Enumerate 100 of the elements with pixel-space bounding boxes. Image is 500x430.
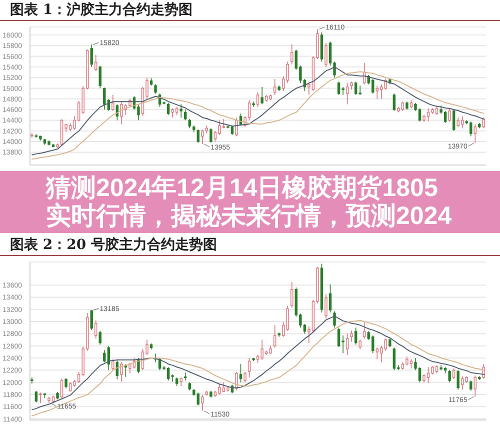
candlestick <box>392 93 396 112</box>
candlestick <box>333 310 336 328</box>
candlestick <box>196 392 200 406</box>
candlestick <box>444 110 447 124</box>
candlestick <box>274 78 276 96</box>
candlestick <box>60 378 64 399</box>
candlestick <box>350 330 353 342</box>
candlestick <box>474 124 477 144</box>
candlestick <box>34 390 38 403</box>
candlestick <box>137 358 140 374</box>
candlestick <box>94 320 98 339</box>
candlestick <box>320 32 324 62</box>
candlestick <box>154 84 157 94</box>
candlestick <box>286 61 289 84</box>
candlestick <box>384 338 388 352</box>
candlestick <box>324 294 328 319</box>
candlestick <box>235 372 238 391</box>
candlestick <box>282 76 285 92</box>
candlestick <box>282 322 285 338</box>
candlestick <box>376 85 378 100</box>
candlestick <box>410 358 413 369</box>
candlestick <box>188 118 191 129</box>
candlestick <box>461 116 464 129</box>
candlestick <box>286 305 289 332</box>
chart-title: 图表 2：20 号胶主力合约走势图 <box>0 235 500 256</box>
candlestick <box>470 380 472 392</box>
candlestick <box>103 87 106 110</box>
candlestick <box>392 347 396 371</box>
candlestick <box>380 84 383 100</box>
candlestick <box>30 377 34 384</box>
candlestick <box>290 282 294 308</box>
candlestick <box>235 117 238 137</box>
candlestick <box>248 358 251 378</box>
candlestick <box>60 118 64 146</box>
candlestick <box>372 78 374 94</box>
candlestick <box>184 372 187 381</box>
candlestick <box>376 347 378 360</box>
candlestick <box>166 366 170 381</box>
candlestick <box>260 339 264 360</box>
candlestick <box>112 358 114 371</box>
candlestick <box>252 101 255 108</box>
candlestick <box>120 362 123 382</box>
candlestick <box>363 322 366 339</box>
candlestick <box>342 86 344 96</box>
candlestick <box>103 350 106 363</box>
candlestick <box>210 128 212 144</box>
chart-title: 图表 1：沪胶主力合约走势图 <box>0 0 500 21</box>
candlestick <box>180 104 182 118</box>
candlestick <box>218 383 221 395</box>
candlestick <box>64 378 68 389</box>
candlestick <box>94 54 98 72</box>
candlestick <box>328 284 332 313</box>
candlestick <box>244 372 246 383</box>
candlestick <box>452 109 456 132</box>
candlestick <box>380 345 383 363</box>
candlestick <box>166 102 170 116</box>
candlestick <box>346 82 349 105</box>
candlestick <box>128 362 132 374</box>
candlestick <box>337 327 340 348</box>
text: 猜测2024年12月14日橡胶期货1805实时行情，揭秘未来行情，预测2024 <box>46 174 453 230</box>
candlestick <box>218 120 221 136</box>
candlestick <box>98 330 102 346</box>
candlestick <box>112 94 114 112</box>
candlestick <box>372 335 374 354</box>
candlestick <box>474 375 477 398</box>
candlestick <box>201 129 204 144</box>
candlestick <box>448 370 451 383</box>
candlestick <box>239 364 242 383</box>
candlestick <box>260 86 264 105</box>
candlestick <box>358 85 362 96</box>
candlestick <box>346 333 349 356</box>
candlestick <box>196 129 200 144</box>
candlestick <box>68 382 72 392</box>
candlestick <box>452 368 456 380</box>
candlestick <box>171 108 174 118</box>
candlestick <box>358 339 362 350</box>
candlestick <box>290 44 294 65</box>
candlestick <box>448 108 451 122</box>
candlestick <box>201 394 204 412</box>
candlestick <box>418 108 422 122</box>
candlestick <box>482 117 486 129</box>
candlestick <box>184 109 187 121</box>
candlestick <box>456 370 460 390</box>
candlestick <box>401 101 404 112</box>
candlestick <box>470 121 472 137</box>
candlestick <box>426 108 430 122</box>
candlestick <box>456 117 460 128</box>
candlestick <box>120 101 123 125</box>
candlestick <box>426 366 430 384</box>
candlestick <box>39 392 42 404</box>
candlestick <box>90 44 93 68</box>
candlestick <box>256 92 260 108</box>
candlestick <box>324 42 328 68</box>
candlestick <box>461 376 464 390</box>
candlestick <box>337 81 340 96</box>
candlestick <box>274 324 276 348</box>
candlestick <box>354 327 358 346</box>
candlestick <box>98 65 102 89</box>
candlestick <box>90 310 93 330</box>
candlestick <box>354 81 358 96</box>
